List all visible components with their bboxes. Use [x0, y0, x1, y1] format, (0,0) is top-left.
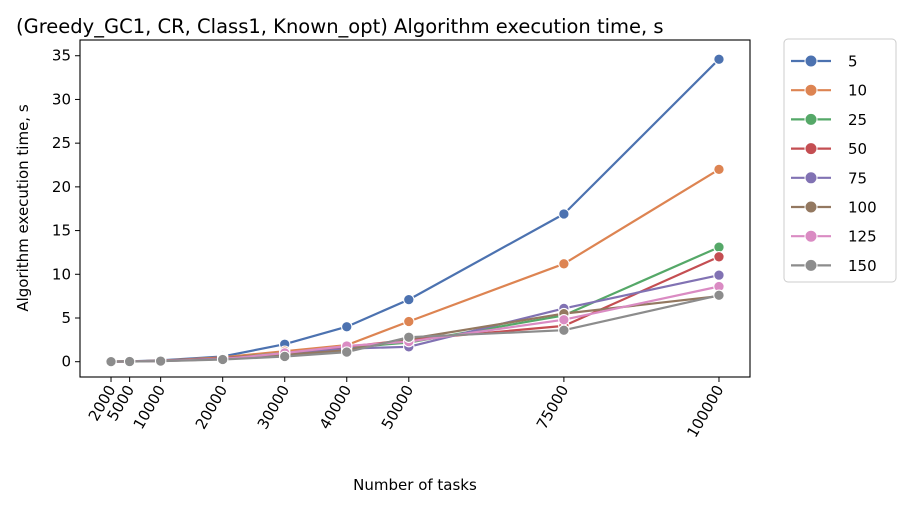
- data-point: [558, 324, 570, 336]
- data-point: [105, 355, 117, 368]
- x-tick-label: 40000: [316, 382, 355, 432]
- data-point: [713, 251, 725, 263]
- legend-item: 150: [791, 257, 877, 275]
- data-point: [558, 208, 570, 220]
- x-tick-label: 30000: [254, 382, 293, 432]
- legend-item: 75: [791, 169, 867, 187]
- legend-label: 100: [848, 199, 877, 217]
- legend-marker: [804, 142, 818, 156]
- x-tick-label: 50000: [378, 382, 417, 432]
- legend-item: 125: [791, 228, 877, 246]
- y-tick-label: 30: [52, 90, 71, 108]
- legend-label: 50: [848, 140, 867, 158]
- legend-item: 25: [791, 111, 867, 129]
- chart-title: (Greedy_GC1, CR, Class1, Known_opt) Algo…: [16, 15, 664, 38]
- legend-label: 125: [848, 228, 877, 246]
- data-point: [341, 346, 353, 358]
- y-tick-label: 5: [61, 309, 71, 327]
- series-lines: [105, 53, 725, 368]
- legend-item: 100: [791, 199, 877, 217]
- series-100: [105, 290, 725, 368]
- legend-marker: [804, 258, 818, 272]
- data-point: [216, 353, 229, 366]
- legend-label: 5: [848, 53, 858, 71]
- y-tick-label: 10: [52, 265, 71, 283]
- legend-marker: [804, 200, 818, 214]
- legend-marker: [804, 171, 818, 185]
- data-point: [154, 355, 167, 367]
- legend-item: 50: [791, 140, 867, 158]
- data-point: [558, 258, 570, 270]
- data-point: [713, 163, 725, 176]
- x-tick-label: 75000: [533, 382, 572, 432]
- data-point: [713, 53, 725, 65]
- legend-marker: [804, 112, 818, 126]
- y-axis-label: Algorithm execution time, s: [14, 104, 32, 312]
- series-50: [105, 251, 725, 368]
- data-point: [403, 315, 415, 328]
- y-tick-label: 20: [52, 178, 71, 196]
- x-tick-label: 10000: [130, 382, 169, 432]
- data-point: [341, 320, 353, 333]
- data-point: [713, 269, 725, 281]
- data-point: [403, 331, 415, 343]
- x-axis-label: Number of tasks: [353, 476, 477, 494]
- data-point: [403, 293, 415, 306]
- data-point: [713, 241, 725, 253]
- y-tick-label: 35: [52, 47, 71, 65]
- legend-label: 75: [848, 169, 867, 187]
- y-tick-label: 15: [52, 222, 71, 240]
- legend-label: 150: [848, 257, 877, 275]
- series-150: [105, 289, 725, 368]
- plot-frame: [79, 39, 751, 378]
- legend: 5 10 25 50 75 100 125 150: [783, 38, 897, 283]
- legend-box: [783, 38, 897, 283]
- x-tick-label: 20000: [192, 382, 231, 432]
- series-line: [110, 168, 720, 363]
- legend-item: 10: [791, 82, 867, 100]
- data-point: [123, 355, 136, 368]
- y-tick-label: 0: [61, 353, 71, 371]
- legend-marker: [804, 229, 818, 243]
- data-point: [713, 289, 725, 302]
- legend-label: 25: [848, 111, 867, 129]
- legend-label: 10: [848, 82, 867, 100]
- legend-item: 5: [791, 53, 858, 71]
- x-tick-label: 100000: [683, 382, 727, 441]
- data-point: [278, 350, 291, 363]
- legend-marker: [804, 54, 818, 68]
- legend-marker: [804, 83, 818, 97]
- data-point: [558, 313, 570, 326]
- y-tick-label: 25: [52, 134, 71, 152]
- y-axis-ticks: 0 5 10 15 20 25 30 35: [52, 47, 80, 371]
